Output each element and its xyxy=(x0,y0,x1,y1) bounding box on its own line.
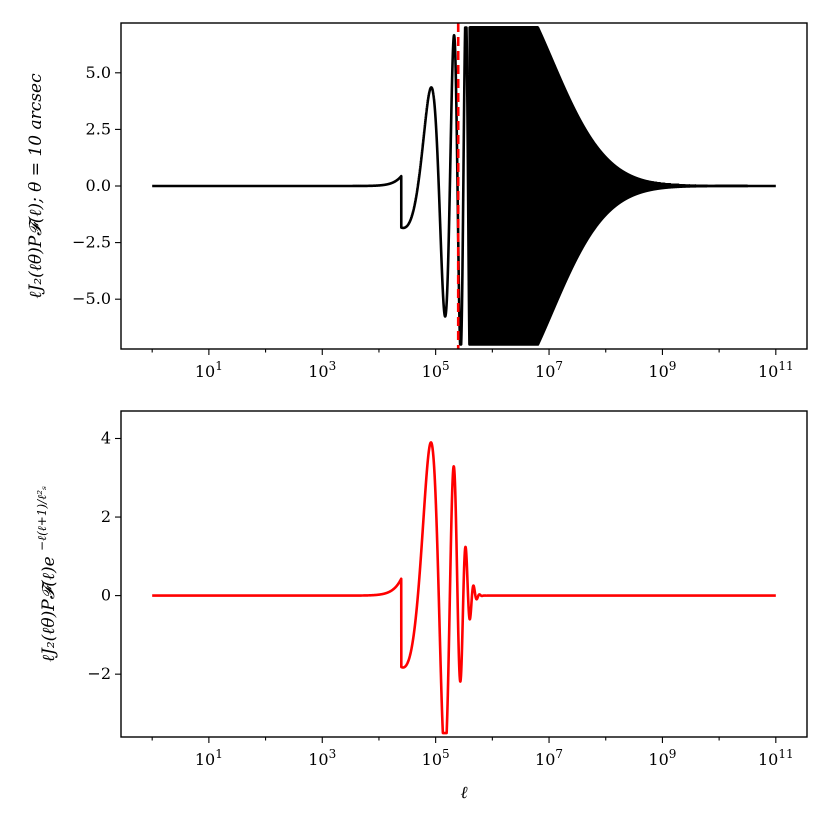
top-panel: 101 103 105 107 109 1011 −5.0−2.50.02.55.0 ℓJ… xyxy=(26,22,808,381)
bottom-series-line xyxy=(150,441,778,735)
x-tick-label: 107 xyxy=(535,359,563,381)
x-tick-label-exponent: 1 xyxy=(215,747,223,761)
x-tick-label: 103 xyxy=(308,747,336,769)
x-tick-label-base: 10 xyxy=(535,362,555,381)
bottom-plot-frame xyxy=(120,410,808,738)
y-tick-label: −2.5 xyxy=(72,233,111,252)
y-tick-label: 0 xyxy=(101,586,111,605)
x-tick-label: 1011 xyxy=(758,359,794,381)
x-tick-label-exponent: 9 xyxy=(669,359,677,373)
x-tick-label-base: 10 xyxy=(422,362,442,381)
bottom-y-axis-label-base: ℓJ₂(ℓθ)P𝓕(ℓ)e xyxy=(39,556,59,662)
x-tick-label-exponent: 7 xyxy=(555,359,563,373)
y-tick-label: 2 xyxy=(101,507,111,526)
x-tick-label-base: 10 xyxy=(195,750,215,769)
bottom-x-axis-label: ℓ xyxy=(460,783,467,803)
x-tick-label-exponent: 9 xyxy=(669,747,677,761)
top-y-axis-label: ℓJ₂(ℓθ)P𝓕(ℓ); θ = 10 arcsec xyxy=(26,73,46,299)
x-tick-label-base: 10 xyxy=(535,750,555,769)
x-tick-label-base: 10 xyxy=(308,750,328,769)
y-tick-label: 2.5 xyxy=(86,119,111,138)
x-tick-label: 107 xyxy=(535,747,563,769)
x-tick-label-exponent: 7 xyxy=(555,747,563,761)
bottom-y-axis-label: ℓJ₂(ℓθ)P𝓕(ℓ)e −ℓ(ℓ+1)/ℓ²ₛ xyxy=(35,486,59,662)
x-tick-label-base: 10 xyxy=(422,750,442,769)
x-tick-label-base: 10 xyxy=(195,362,215,381)
x-tick-label: 105 xyxy=(422,747,450,769)
x-tick-label-base: 10 xyxy=(308,362,328,381)
x-tick-label: 103 xyxy=(308,359,336,381)
x-tick-label: 105 xyxy=(422,359,450,381)
x-tick-label-exponent: 3 xyxy=(329,747,337,761)
x-tick-label-exponent: 5 xyxy=(442,359,450,373)
x-tick-label-exponent: 1 xyxy=(215,359,223,373)
top-series-line xyxy=(150,26,778,346)
y-tick-label: −2 xyxy=(87,664,111,683)
x-tick-label-base: 10 xyxy=(648,750,668,769)
x-tick-label-exponent: 3 xyxy=(329,359,337,373)
x-tick-label-base: 10 xyxy=(758,362,778,381)
x-tick-label: 109 xyxy=(648,747,676,769)
x-tick-label: 1011 xyxy=(758,747,794,769)
y-tick-label: 5.0 xyxy=(86,63,111,82)
x-tick-label-base: 10 xyxy=(758,750,778,769)
x-tick-label: 101 xyxy=(195,747,223,769)
x-tick-label: 109 xyxy=(648,359,676,381)
x-tick-label: 101 xyxy=(195,359,223,381)
y-tick-label: 4 xyxy=(101,428,111,447)
y-tick-label: 0.0 xyxy=(86,176,111,195)
y-tick-label: −5.0 xyxy=(72,289,111,308)
bottom-y-axis-label-exponent: −ℓ(ℓ+1)/ℓ²ₛ xyxy=(35,486,49,551)
x-tick-label-base: 10 xyxy=(648,362,668,381)
x-tick-label-exponent: 11 xyxy=(778,747,793,761)
x-tick-label-exponent: 11 xyxy=(778,359,793,373)
x-tick-label-exponent: 5 xyxy=(442,747,450,761)
